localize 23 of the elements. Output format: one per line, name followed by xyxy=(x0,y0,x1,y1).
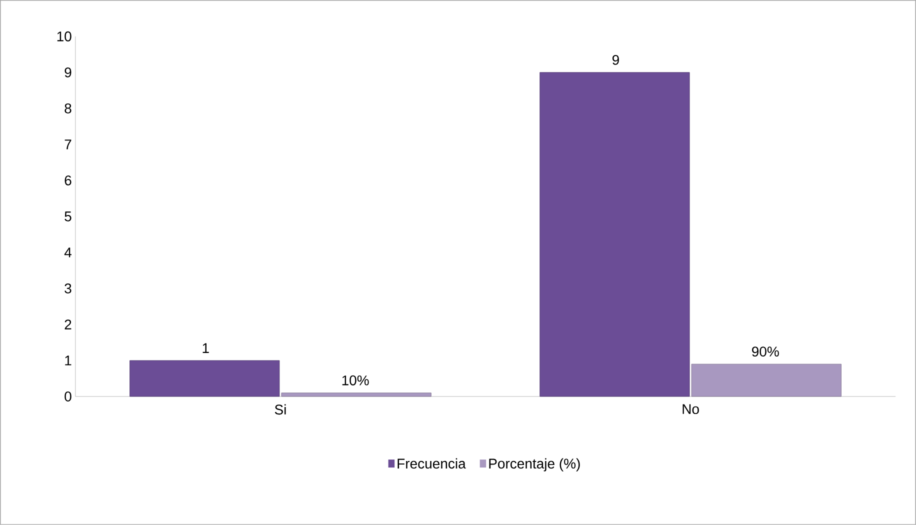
y-tick-label: 7 xyxy=(64,140,72,150)
y-tick-label: 9 xyxy=(64,67,72,78)
y-tick-label: 10 xyxy=(57,31,72,42)
data-label: 10% xyxy=(342,375,369,386)
y-tick-label: 8 xyxy=(64,104,72,114)
y-tick-label: 1 xyxy=(65,356,72,366)
data-label: 1 xyxy=(202,343,209,353)
y-tick-label: 3 xyxy=(64,284,72,294)
x-tick-label: No xyxy=(682,404,699,414)
y-tick-label: 6 xyxy=(64,176,72,186)
x-tick-label: Si xyxy=(274,404,286,415)
bar xyxy=(540,72,690,397)
bar xyxy=(281,392,432,397)
data-label: 9 xyxy=(612,55,619,65)
y-tick-label: 2 xyxy=(64,320,72,330)
y-tick-label: 5 xyxy=(64,212,72,222)
bar xyxy=(130,360,280,397)
bar xyxy=(691,364,842,397)
y-tick-label: 4 xyxy=(64,248,72,258)
y-tick-label: 0 xyxy=(64,392,72,402)
data-label: 90% xyxy=(752,346,779,357)
legend-label: Porcentaje (%) xyxy=(489,458,580,472)
legend-label: Frecuencia xyxy=(398,458,466,469)
